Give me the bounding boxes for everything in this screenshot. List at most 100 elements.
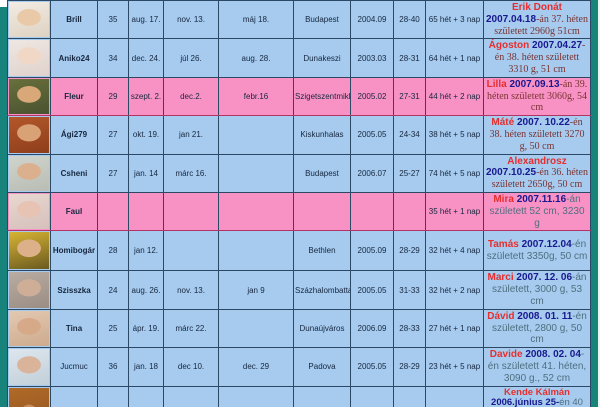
cell-date-3: febr.16 (218, 76, 294, 117)
photo-cell (7, 308, 51, 349)
baby-photo[interactable] (9, 349, 49, 385)
cell-date-1 (128, 191, 164, 232)
cell-week-range: 28-29 (393, 230, 426, 272)
cell-elapsed-weeks: 32 hét + 2 nap (425, 270, 484, 310)
cell-elapsed-weeks: 23 hét + 5 nap (425, 347, 484, 387)
cell-birth-announcement: Alexandrosz 2007.10.25-én 36. héten szül… (483, 153, 591, 193)
baby-photo[interactable] (9, 117, 49, 153)
cell-date-2: nov. 13. (163, 0, 219, 40)
birth-details: -án 37. héten született 2960g 51cm (494, 13, 588, 37)
birth-date: 2007.04.18 (486, 13, 537, 25)
birth-date: 2007.09.13 (509, 78, 560, 90)
birth-date: 2007.11.16 (516, 193, 567, 205)
cell-week-range: 28-31 (393, 38, 426, 78)
cell-start-date: 2005.02 (350, 76, 394, 117)
cell-username: Jucmuc (50, 347, 98, 387)
photo-cell (7, 270, 51, 310)
cell-date-3: máj 18. (218, 0, 294, 40)
table-row: Szisszka 24 aug. 26. nov. 13. jan 9 Száz… (7, 270, 591, 310)
cell-elapsed-weeks: 35 hét + 1 nap (425, 191, 484, 232)
cell-username: Ági279 (50, 115, 98, 155)
cell-age: 27 (97, 153, 129, 193)
cell-week-range: 28-33 (393, 308, 426, 349)
cell-date-3 (218, 308, 294, 349)
birth-date: 2007.10.25 (486, 167, 537, 179)
cell-birth-announcement: Tamás 2007.12.04-én született 3350g, 50 … (483, 230, 591, 272)
cell-date-2 (163, 385, 219, 407)
cell-username: Norwell (50, 385, 98, 407)
cell-username: Szisszka (50, 270, 98, 310)
baby-photo[interactable] (9, 232, 49, 270)
cell-date-1: aug. 26. (128, 270, 164, 310)
table-row: Jucmuc 36 jan. 18 dec 10. dec. 29 Padova… (7, 347, 591, 387)
birth-date: 2007. 12. 06 (516, 272, 573, 284)
cell-username: Tina (50, 308, 98, 349)
cell-date-2: júl 26. (163, 38, 219, 78)
baby-name: Máté (491, 117, 517, 129)
photo-cell (7, 347, 51, 387)
baby-photo[interactable] (9, 40, 49, 76)
baby-photo[interactable] (9, 387, 49, 407)
cell-date-3: aug. 28. (218, 38, 294, 78)
cell-date-2: dec 10. (163, 347, 219, 387)
table-row: Aniko24 34 dec. 24. júl 26. aug. 28. Dun… (7, 38, 591, 78)
cell-birth-announcement: Davide 2008. 02. 04-én született 41. hét… (483, 347, 591, 387)
cell-place: Gy-M-S megye (293, 385, 351, 407)
cell-place: Budapest (293, 0, 351, 40)
baby-name: Kende Kálmán (504, 386, 570, 398)
cell-elapsed-weeks: 64 hét + 1 nap (425, 38, 484, 78)
birth-date: 2007.12.04 (521, 239, 572, 251)
cell-birth-announcement: Dávid 2008. 01. 11-én született, 2800 g,… (483, 308, 591, 349)
birth-details: -án született, 3000 g, 53 cm (491, 272, 587, 307)
birth-details: -án született 52 cm, 3230 g (489, 193, 585, 229)
cell-place: Dunaújváros (293, 308, 351, 349)
cell-week-range: 35-38 (393, 385, 426, 407)
cell-username: Fleur (50, 76, 98, 117)
table-row: Tina 25 ápr. 19. márc 22. Dunaújváros 20… (7, 308, 591, 349)
cell-age: 27 (97, 115, 129, 155)
baby-name: Davide (489, 349, 526, 361)
table-row: Csheni 27 jan. 14 márc 16. Budapest 2006… (7, 153, 591, 193)
baby-name: Lilla (486, 78, 510, 90)
baby-photo[interactable] (9, 193, 49, 230)
corner-notch (0, 0, 7, 7)
baby-photo[interactable] (9, 272, 49, 308)
cell-date-1: okt. 9. (128, 385, 164, 407)
photo-cell (7, 0, 51, 40)
cell-elapsed-weeks: 65 hét + 3 nap (425, 0, 484, 40)
baby-photo[interactable] (9, 310, 49, 347)
cell-start-date: 2007.05 (350, 385, 394, 407)
cell-birth-announcement: Kende Kálmán 2006.június 25-én 40 héten … (483, 385, 591, 407)
baby-photo[interactable] (9, 155, 49, 191)
cell-date-3: jan 9 (218, 270, 294, 310)
baby-photo[interactable] (9, 2, 49, 38)
table-row: Faul 35 hét + 1 nap Mira 2007.11.16-án s… (7, 191, 591, 232)
cell-week-range (393, 191, 426, 232)
cell-birth-announcement: Máté 2007. 10.22-én 38. héten született … (483, 115, 591, 155)
cell-date-3: dec. 29 (218, 347, 294, 387)
cell-start-date: 2005.09 (350, 230, 394, 272)
cell-start-date: 2005.05 (350, 115, 394, 155)
cell-place: Budapest (293, 153, 351, 193)
cell-place: Kiskunhalas (293, 115, 351, 155)
cell-age (97, 191, 129, 232)
cell-date-1: jan 12. (128, 230, 164, 272)
photo-cell (7, 76, 51, 117)
cell-age: 36 (97, 347, 129, 387)
cell-date-1: dec. 24. (128, 38, 164, 78)
table-row: Brill 35 aug. 17. nov. 13. máj 18. Budap… (7, 0, 591, 40)
cell-date-3 (218, 191, 294, 232)
cell-age: 25 (97, 308, 129, 349)
cell-date-3 (218, 230, 294, 272)
cell-start-date: 2005.05 (350, 270, 394, 310)
cell-elapsed-weeks: 32 hét + 4 nap (425, 230, 484, 272)
cell-elapsed-weeks: 22 hét + 5 nap (425, 385, 484, 407)
rows: Brill 35 aug. 17. nov. 13. máj 18. Budap… (7, 0, 591, 407)
baby-photo[interactable] (9, 78, 49, 115)
baby-name: Mira (493, 193, 517, 205)
cell-age: 24 (97, 270, 129, 310)
cell-date-3 (218, 385, 294, 407)
cell-place: Százhalombatta (293, 270, 351, 310)
baby-name: Ágoston (488, 40, 532, 52)
